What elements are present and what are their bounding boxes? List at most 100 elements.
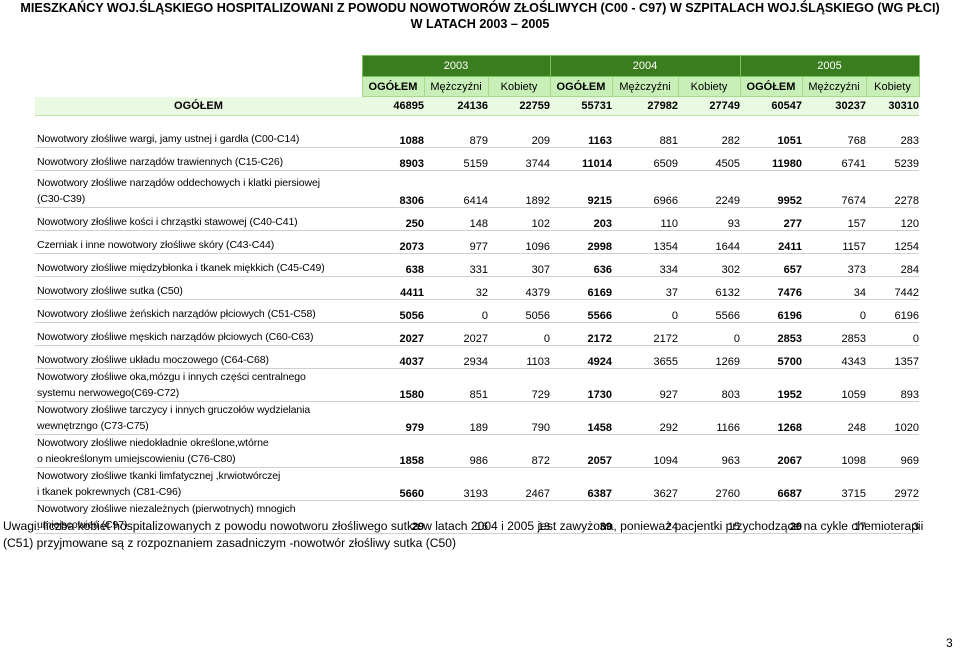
column-header: Mężczyźni [423, 76, 489, 97]
total-cell: 30310 [866, 96, 919, 116]
value-cell: 9952 [740, 170, 802, 208]
value-cell: 1098 [802, 434, 866, 468]
year-header-row: 2003 2004 2005 [35, 55, 920, 77]
value-cell: 1163 [550, 125, 612, 148]
value-cell: 0 [678, 322, 740, 346]
row-label: Nowotwory złośliwe międzybłonka i tkanek… [35, 253, 362, 277]
value-cell: 5056 [362, 299, 424, 323]
value-cell: 6741 [802, 147, 866, 171]
value-cell: 1020 [866, 401, 919, 435]
value-cell: 373 [802, 253, 866, 277]
row-label-line-1: Nowotwory złośliwe sutka (C50) [37, 284, 183, 297]
value-cell: 5566 [678, 299, 740, 323]
row-label-line-1: Nowotwory złośliwe tkanki limfatycznej ,… [37, 470, 281, 482]
value-cell: 1730 [550, 368, 612, 402]
table-row: Nowotwory złośliwe układu moczowego (C64… [35, 345, 919, 369]
value-cell: 1059 [802, 368, 866, 402]
value-cell: 13 [488, 500, 550, 534]
value-cell: 16 [424, 500, 488, 534]
value-cell: 2853 [802, 322, 866, 346]
value-cell: 17 [802, 500, 866, 534]
value-cell: 1580 [362, 368, 424, 402]
value-cell: 189 [424, 401, 488, 435]
value-cell: 284 [866, 253, 919, 277]
value-cell: 5660 [362, 467, 424, 501]
column-header: Mężczyźni [801, 76, 867, 97]
row-label-line-1: Czerniak i inne nowotwory złośliwe skóry… [37, 238, 275, 251]
row-label-line-2: wewnętrzngo (C73-C75) [37, 419, 149, 432]
total-cell: 46895 [362, 96, 424, 116]
row-label: Nowotwory złośliwe wargi, jamy ustnej i … [35, 125, 362, 148]
row-label-line-1: Nowotwory złośliwe międzybłonka i tkanek… [37, 261, 325, 274]
value-cell: 2249 [678, 170, 740, 208]
title-line-1: MIESZKAŃCY WOJ.ŚLĄSKIEGO HOSPITALIZOWANI… [20, 1, 940, 15]
value-cell: 1103 [488, 345, 550, 369]
blank-cell [35, 56, 362, 77]
value-cell: 4379 [488, 276, 550, 300]
row-label: Nowotwory złośliwe męskich narządów płci… [35, 322, 362, 346]
value-cell: 11014 [550, 147, 612, 171]
value-cell: 881 [612, 125, 678, 148]
table-row: Nowotwory złośliwe oka,mózgu i innych cz… [35, 368, 919, 402]
footnote: Uwagi: liczba kobiet hospitalizowanych z… [3, 518, 958, 552]
value-cell: 6387 [550, 467, 612, 501]
value-cell: 29 [362, 500, 424, 534]
value-cell: 2467 [488, 467, 550, 501]
value-cell: 3655 [612, 345, 678, 369]
value-cell: 2853 [740, 322, 802, 346]
table-row: Czerniak i inne nowotwory złośliwe skóry… [35, 230, 919, 254]
table-row: Nowotwory złośliwe kości i chrząstki sta… [35, 207, 919, 231]
row-label-line-1: Nowotwory złośliwe niedokładnie określon… [37, 437, 269, 449]
value-cell: 1644 [678, 230, 740, 254]
value-cell: 3744 [488, 147, 550, 171]
total-cell: 27982 [612, 96, 678, 116]
row-label: Nowotwory złośliwe tarczycy i innych gru… [35, 401, 362, 435]
value-cell: 803 [678, 368, 740, 402]
column-header: OGÓŁEM [739, 76, 803, 97]
row-label: Czerniak i inne nowotwory złośliwe skóry… [35, 230, 362, 254]
column-header: Kobiety [677, 76, 741, 97]
total-cell: 55731 [550, 96, 612, 116]
value-cell: 203 [550, 207, 612, 231]
value-cell: 148 [424, 207, 488, 231]
value-cell: 1166 [678, 401, 740, 435]
value-cell: 5056 [488, 299, 550, 323]
value-cell: 2027 [362, 322, 424, 346]
value-cell: 307 [488, 253, 550, 277]
table-row: Nowotwory złośliwe narządów trawiennych … [35, 147, 919, 171]
value-cell: 893 [866, 368, 919, 402]
value-cell: 7442 [866, 276, 919, 300]
value-cell: 2172 [550, 322, 612, 346]
row-label-line-2: i tkanek pokrewnych (C81-C96) [37, 485, 182, 498]
value-cell: 977 [424, 230, 488, 254]
value-cell: 5700 [740, 345, 802, 369]
row-label: Nowotwory złośliwe kości i chrząstki sta… [35, 207, 362, 231]
row-label: Nowotwory złośliwe układu moczowego (C64… [35, 345, 362, 369]
value-cell: 20 [740, 500, 802, 534]
value-cell: 851 [424, 368, 488, 402]
total-cell: 24136 [424, 96, 488, 116]
value-cell: 2172 [612, 322, 678, 346]
total-label: OGÓŁEM [35, 96, 362, 116]
value-cell: 8306 [362, 170, 424, 208]
value-cell: 6169 [550, 276, 612, 300]
value-cell: 1357 [866, 345, 919, 369]
table-row: Nowotwory złośliwe narządów oddechowych … [35, 170, 919, 208]
value-cell: 34 [802, 276, 866, 300]
value-cell: 657 [740, 253, 802, 277]
row-label-line-2: umiejscowień (C97) [37, 518, 128, 531]
value-cell: 283 [866, 125, 919, 148]
total-cell: 60547 [740, 96, 802, 116]
table-row: Nowotwory złośliwe międzybłonka i tkanek… [35, 253, 919, 277]
value-cell: 2073 [362, 230, 424, 254]
value-cell: 1354 [612, 230, 678, 254]
value-cell: 248 [802, 401, 866, 435]
value-cell: 6966 [612, 170, 678, 208]
value-cell: 3193 [424, 467, 488, 501]
value-cell: 24 [612, 500, 678, 534]
table-row: Nowotwory złośliwe żeńskich narządów płc… [35, 299, 919, 323]
row-label: Nowotwory złośliwe żeńskich narządów płc… [35, 299, 362, 323]
row-label-line-2: o nieokreślonym umiejscowieniu (C76-C80) [37, 452, 236, 465]
total-cell: 27749 [678, 96, 740, 116]
value-cell: 6196 [740, 299, 802, 323]
